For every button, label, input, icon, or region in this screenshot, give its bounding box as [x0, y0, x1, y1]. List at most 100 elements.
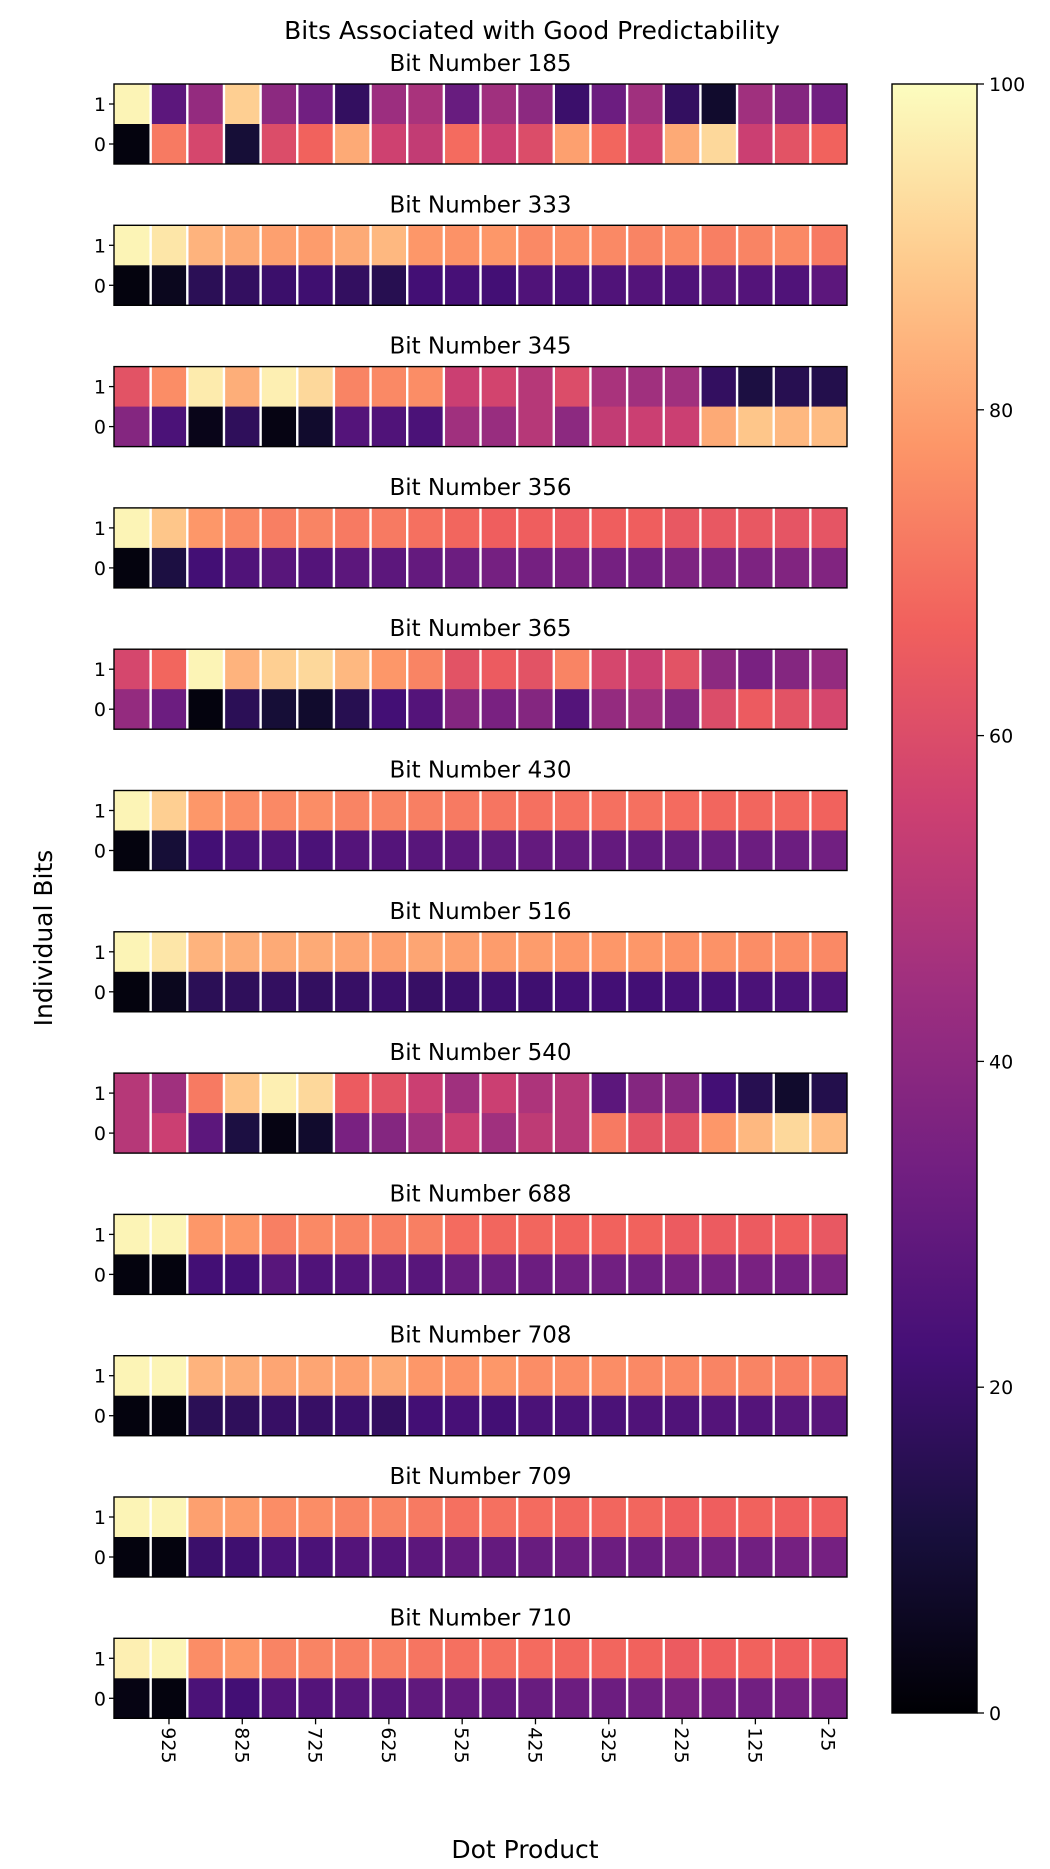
heatmap-cell: [150, 1678, 188, 1719]
colorbar-tick-label: 40: [989, 1051, 1013, 1073]
heatmap-cell: [333, 124, 371, 165]
heatmap-panel: Bit Number 333 1 0: [94, 192, 848, 307]
heatmap-cell: [700, 84, 738, 125]
heatmap-cell: [700, 790, 738, 831]
heatmap-cell: [114, 790, 152, 831]
heatmap-cell: [480, 1638, 518, 1679]
heatmap-cell: [700, 507, 738, 549]
heatmap-cell: [297, 830, 335, 871]
heatmap-cell: [370, 1355, 408, 1397]
heatmap-cell: [737, 1214, 775, 1255]
panel-frame: [113, 1072, 848, 1154]
heatmap-cell: [480, 84, 518, 125]
heatmap-cell: [480, 689, 518, 730]
heatmap-cell: [407, 1214, 445, 1255]
heatmap-cell: [150, 265, 188, 306]
heatmap-cell: [297, 931, 335, 973]
heatmap-cell: [517, 1638, 555, 1679]
heatmap-cell: [627, 1214, 665, 1255]
heatmap-cell: [114, 1113, 152, 1154]
heatmap-cell: [590, 84, 628, 125]
panel-title: Bit Number 333: [389, 192, 571, 218]
x-tick-label: 425: [523, 1727, 545, 1763]
heatmap-panel: Bit Number 345 1 0: [94, 334, 848, 448]
heatmap-cell: [553, 689, 591, 730]
heatmap-cell: [407, 1638, 445, 1679]
heatmap-cell: [297, 124, 335, 165]
heatmap-cell: [443, 84, 481, 125]
heatmap-cell: [443, 1254, 481, 1295]
heatmap-cell: [590, 366, 628, 407]
heatmap-cell: [187, 1355, 225, 1397]
heatmap-cell: [223, 366, 261, 407]
heatmap-cell: [663, 649, 701, 690]
heatmap-cell: [150, 1113, 188, 1154]
heatmap-cell: [370, 366, 408, 407]
x-tick-label: 325: [597, 1727, 619, 1763]
heatmap-cell: [700, 547, 738, 589]
heatmap-cell: [773, 1214, 811, 1255]
heatmap-cell: [773, 931, 811, 973]
heatmap-cell: [590, 1214, 628, 1255]
heatmap-cell: [297, 971, 335, 1013]
heatmap-cell: [443, 225, 481, 266]
x-axis-label: Dot Product: [451, 1835, 598, 1864]
heatmap-cell: [370, 406, 408, 447]
heatmap-cell: [297, 84, 335, 125]
row-label: 1: [94, 942, 106, 964]
heatmap-cell: [627, 689, 665, 730]
heatmap-cell: [150, 790, 188, 831]
panel-title: Bit Number 709: [389, 1464, 571, 1490]
heatmap-cell: [370, 689, 408, 730]
heatmap-cell: [187, 84, 225, 125]
heatmap-cell: [407, 689, 445, 730]
figure-title: Bits Associated with Good Predictability: [284, 16, 780, 45]
heatmap-panel: Bit Number 185 1 0: [94, 51, 848, 165]
heatmap-cell: [810, 1395, 848, 1437]
heatmap-cell: [810, 1254, 848, 1295]
heatmap-cell: [187, 1113, 225, 1154]
heatmap-cell: [627, 830, 665, 871]
heatmap-cell: [737, 1395, 775, 1437]
heatmap-cell: [590, 1678, 628, 1719]
heatmap-cell: [627, 931, 665, 973]
heatmap-cell: [114, 1497, 152, 1538]
heatmap-panel: Bit Number 708 1 0: [94, 1323, 848, 1437]
heatmap-cell: [297, 547, 335, 589]
heatmap-cell: [627, 265, 665, 306]
heatmap-cell: [114, 971, 152, 1013]
row-label: 0: [94, 1547, 106, 1569]
heatmap-cell: [150, 124, 188, 165]
heatmap-cell: [114, 1073, 152, 1114]
heatmap-cell: [370, 547, 408, 589]
heatmap-cell: [114, 1638, 152, 1679]
heatmap-cell: [590, 1497, 628, 1538]
heatmap-cell: [333, 1254, 371, 1295]
heatmap-cell: [333, 1355, 371, 1397]
heatmap-cell: [480, 1113, 518, 1154]
row-label: 0: [94, 417, 106, 439]
heatmap-cell: [443, 1073, 481, 1114]
heatmap-cell: [187, 649, 225, 690]
heatmap-cell: [443, 1214, 481, 1255]
heatmap-cell: [773, 1638, 811, 1679]
heatmap-cell: [114, 406, 152, 447]
heatmap-cell: [407, 1355, 445, 1397]
heatmap-cell: [737, 124, 775, 165]
heatmap-cell: [333, 1678, 371, 1719]
heatmap-cell: [773, 124, 811, 165]
heatmap-cell: [627, 1254, 665, 1295]
heatmap-cell: [663, 1537, 701, 1578]
y-axis-label: Individual Bits: [29, 850, 58, 1027]
heatmap-cell: [553, 1497, 591, 1538]
row-label: 1: [94, 377, 106, 399]
heatmap-cell: [627, 84, 665, 125]
heatmap-cell: [737, 1073, 775, 1114]
heatmap-cell: [187, 1214, 225, 1255]
heatmap-cell: [627, 1395, 665, 1437]
heatmap-cell: [223, 1254, 261, 1295]
heatmap-cell: [590, 265, 628, 306]
heatmap-cell: [627, 547, 665, 589]
